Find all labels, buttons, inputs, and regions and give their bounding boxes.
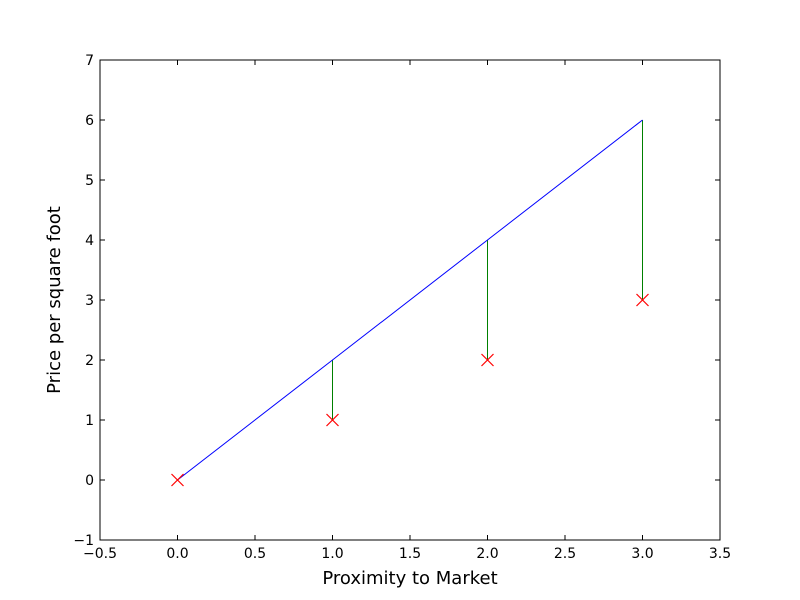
x-tick-label: 2.5 [554,546,576,562]
y-tick-label: 7 [85,53,94,69]
y-tick-label: 1 [85,413,94,429]
x-tick-label: 3.5 [709,546,731,562]
y-tick-label: 0 [85,473,94,489]
x-axis-label: Proximity to Market [322,568,497,589]
x-tick-label: 1.5 [399,546,421,562]
data-point-marker [326,413,339,427]
x-tick-label: 0.0 [166,546,188,562]
x-tick-label: 0.5 [244,546,266,562]
y-tick-label: 5 [85,173,94,189]
x-tick-label: 2.0 [476,546,498,562]
x-tick-label: 1.0 [321,546,343,562]
data-point-marker [171,473,184,487]
y-tick-label: 3 [85,293,94,309]
y-axis-label: Price per square foot [44,206,65,394]
y-tick-label: −1 [73,533,94,549]
axes-frame [99,59,721,541]
data-point-marker [481,353,494,367]
plot-area: −0.5 0.0 0.5 1.0 1.5 2.0 2.5 3.0 3.5 −1 0 1 2 3 4 5 6 7 [73,53,731,562]
y-tick-label: 2 [85,353,94,369]
regression-line [177,119,643,481]
x-tick-label: 3.0 [631,546,653,562]
marker-stroke [171,473,184,487]
y-tick-label: 4 [85,233,94,249]
marker-stroke [481,353,494,367]
x-tick-label: −0.5 [83,546,117,562]
y-tick-label: 6 [85,113,94,129]
marker-stroke [636,293,649,307]
marker-stroke [326,413,339,427]
data-point-marker [636,293,649,307]
